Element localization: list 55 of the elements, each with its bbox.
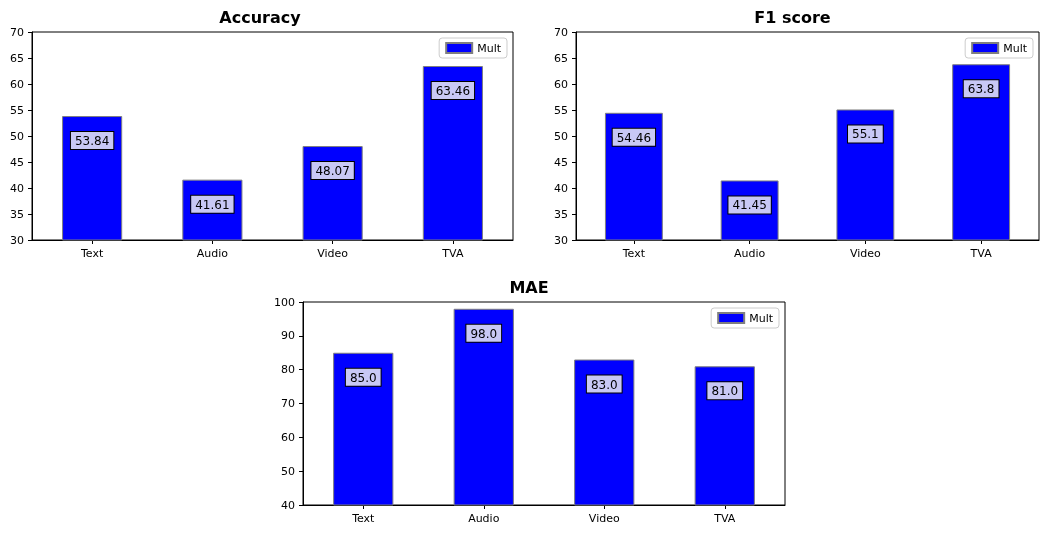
chart-title: Accuracy: [219, 7, 302, 27]
y-tick-label: 70: [281, 397, 295, 410]
y-tick-label: 30: [554, 233, 568, 247]
y-tick-label: 45: [10, 155, 24, 169]
y-tick-label: 35: [10, 207, 24, 221]
y-tick-label: 100: [274, 295, 295, 309]
y-tick-label: 60: [281, 430, 295, 444]
y-tick-label: 65: [554, 51, 568, 65]
y-tick-label: 35: [554, 207, 568, 221]
y-tick-label: 60: [554, 77, 568, 91]
legend-label: Mult: [477, 41, 502, 55]
x-tick-label: TVA: [441, 247, 464, 260]
x-tick-label: TVA: [713, 512, 736, 525]
data-label: 63.8: [967, 82, 995, 97]
x-tick-label: Video: [317, 247, 349, 260]
x-tick-label: Audio: [196, 247, 229, 260]
data-label: 41.45: [732, 198, 767, 213]
data-label: 41.61: [195, 197, 230, 212]
y-tick-label: 40: [554, 181, 568, 195]
x-tick-label: Video: [849, 247, 882, 260]
data-label: 48.07: [315, 164, 350, 179]
y-tick-label: 65: [10, 51, 24, 65]
y-tick-label: 50: [554, 129, 568, 143]
y-tick-label: 30: [10, 233, 24, 247]
y-tick-label: 70: [554, 25, 568, 39]
y-tick-label: 55: [554, 103, 568, 117]
x-tick-label: Audio: [468, 512, 500, 525]
chart-title: F1 score: [754, 7, 831, 27]
y-tick-label: 40: [281, 498, 295, 512]
y-tick-label: 90: [281, 329, 295, 343]
y-tick-label: 40: [10, 181, 24, 195]
legend-label: Mult: [1003, 41, 1028, 55]
data-label: 63.46: [435, 84, 471, 99]
x-tick-label: Audio: [733, 247, 766, 260]
x-tick-label: Text: [621, 247, 646, 260]
y-tick-label: 55: [10, 103, 24, 117]
data-label: 55.1: [852, 127, 879, 142]
x-tick-label: Video: [588, 512, 620, 525]
x-tick-label: TVA: [969, 247, 993, 260]
data-label: 53.84: [74, 134, 110, 149]
x-tick-label: Text: [80, 247, 104, 260]
data-label: 85.0: [349, 370, 377, 385]
data-label: 54.46: [616, 130, 652, 145]
y-tick-label: 70: [10, 25, 24, 39]
y-tick-label: 60: [10, 77, 24, 91]
legend-label: Mult: [749, 311, 774, 325]
y-tick-label: 50: [281, 464, 295, 478]
y-tick-label: 80: [281, 363, 295, 377]
x-tick-label: Text: [351, 512, 376, 525]
chart-title: MAE: [509, 277, 549, 297]
data-label: 83.0: [590, 377, 618, 392]
data-label: 81.0: [711, 384, 739, 399]
y-tick-label: 45: [554, 155, 568, 169]
data-label: 98.0: [470, 326, 498, 341]
y-tick-label: 50: [10, 129, 24, 143]
